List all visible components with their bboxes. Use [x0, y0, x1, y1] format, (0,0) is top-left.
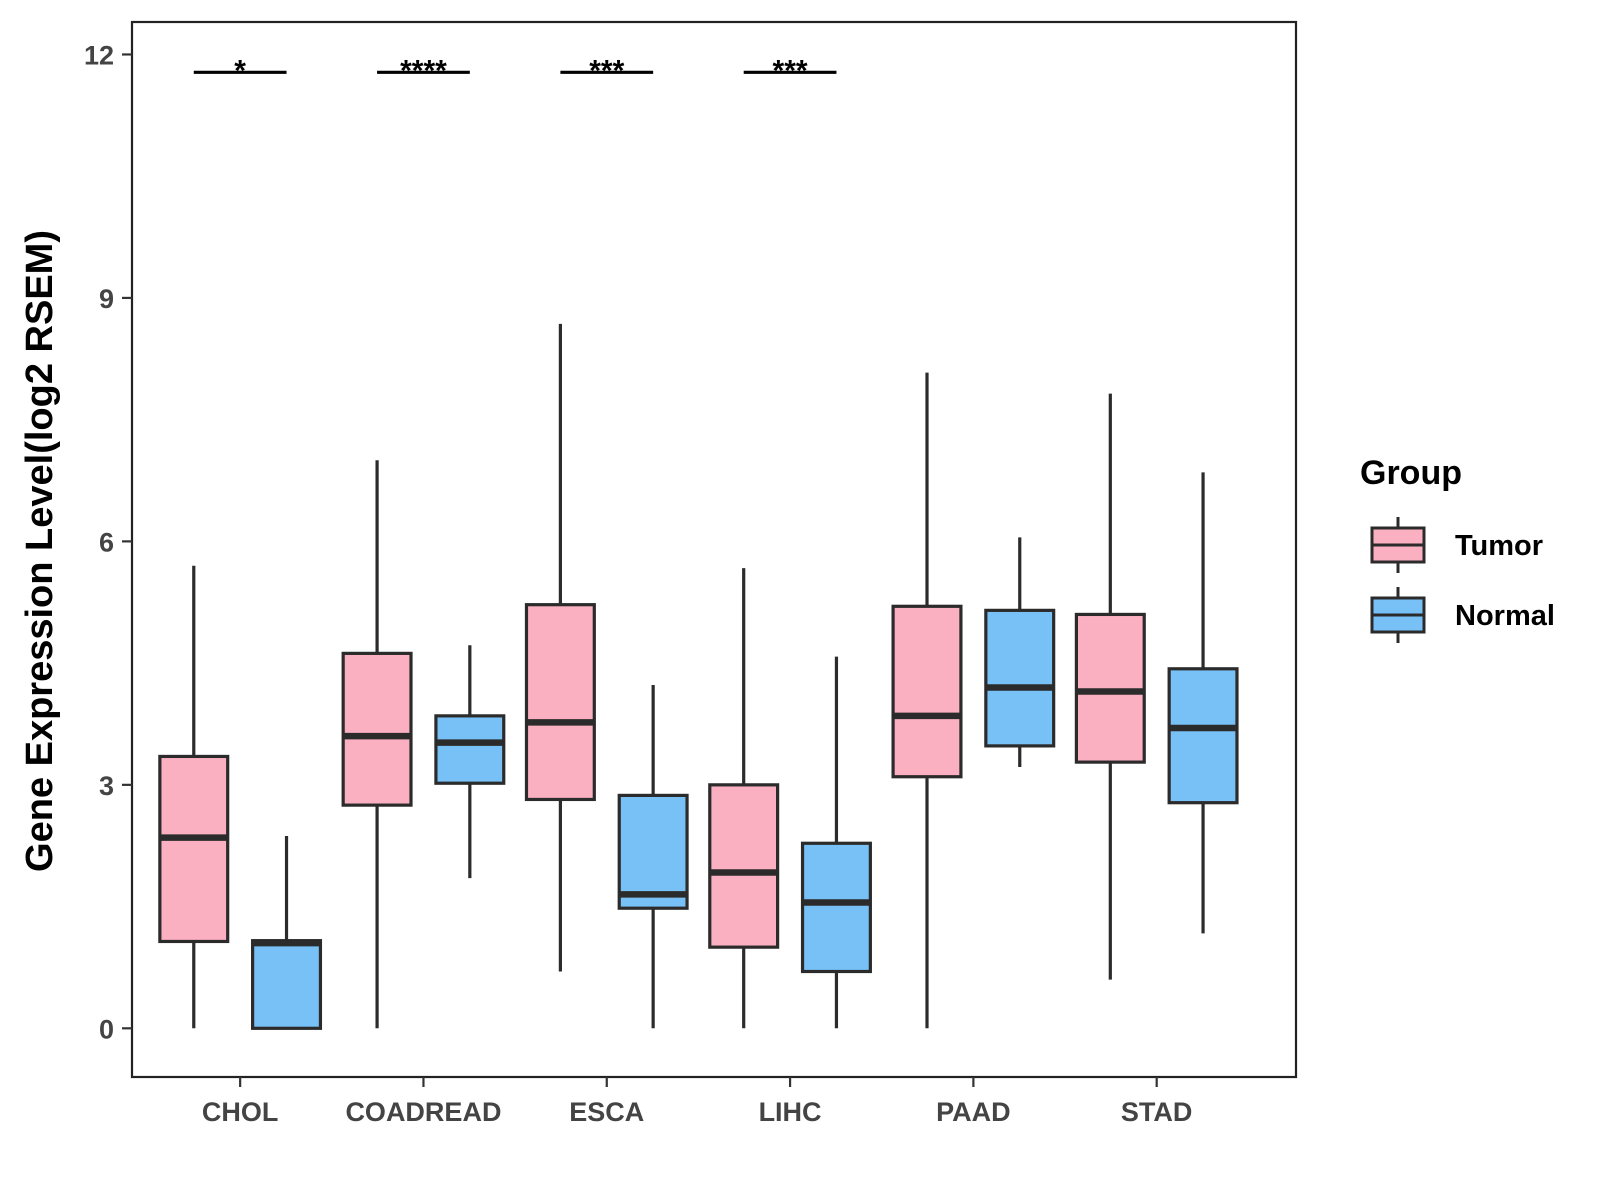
legend-title: Group [1360, 454, 1462, 492]
significance-label: *** [589, 54, 624, 87]
box-body [434, 714, 506, 785]
significance-chol: * [193, 54, 287, 87]
box-body [524, 603, 596, 802]
x-tick-label: ESCA [569, 1097, 644, 1127]
box-tumor-stad [1074, 393, 1146, 980]
legend-entry-tumor: Tumor [1370, 517, 1543, 573]
box-tumor-paad [891, 372, 963, 1029]
x-tick-label: STAD [1121, 1097, 1193, 1127]
box-tumor-lihc [708, 568, 780, 1029]
legend-label: Tumor [1455, 530, 1543, 562]
y-tick-label: 3 [99, 771, 114, 801]
box-normal-coadread [434, 645, 506, 879]
box-normal-stad [1167, 472, 1239, 934]
significance-label: * [234, 54, 246, 87]
box-normal-lihc [800, 656, 872, 1029]
box-tumor-chol [158, 565, 230, 1029]
y-tick-label: 0 [99, 1014, 114, 1044]
box-tumor-coadread [341, 460, 413, 1029]
x-tick-label: CHOL [202, 1097, 279, 1127]
box-normal-chol [251, 835, 323, 1030]
box-body [158, 754, 230, 944]
y-tick-label: 6 [99, 527, 114, 557]
box-body [891, 604, 963, 779]
legend-entry-normal: Normal [1370, 587, 1555, 643]
significance-lihc: *** [743, 54, 837, 87]
box-body [251, 939, 323, 1030]
significance-coadread: **** [377, 54, 470, 87]
box-body [708, 783, 780, 949]
x-tick-label: LIHC [759, 1097, 822, 1127]
box-tumor-esca [524, 323, 596, 972]
box-body [800, 841, 872, 974]
box-body [984, 608, 1056, 748]
x-tick-label: COADREAD [345, 1097, 501, 1127]
legend: Group Tumor Normal [1360, 454, 1555, 643]
panel-border [130, 20, 1298, 1079]
significance-esca: *** [560, 54, 654, 87]
box-body [341, 651, 413, 807]
y-axis-title: Gene Expression Level(log2 RSEM) [19, 230, 61, 872]
significance-label: **** [400, 54, 447, 87]
significance-label: *** [773, 54, 808, 87]
y-tick-label: 9 [99, 284, 114, 314]
box-body [1167, 667, 1239, 805]
y-tick-label: 12 [84, 40, 114, 70]
box-normal-esca [617, 685, 689, 1029]
box-normal-paad [984, 537, 1056, 767]
x-tick-label: PAAD [936, 1097, 1011, 1127]
legend-label: Normal [1455, 600, 1555, 632]
box-body [617, 793, 689, 910]
